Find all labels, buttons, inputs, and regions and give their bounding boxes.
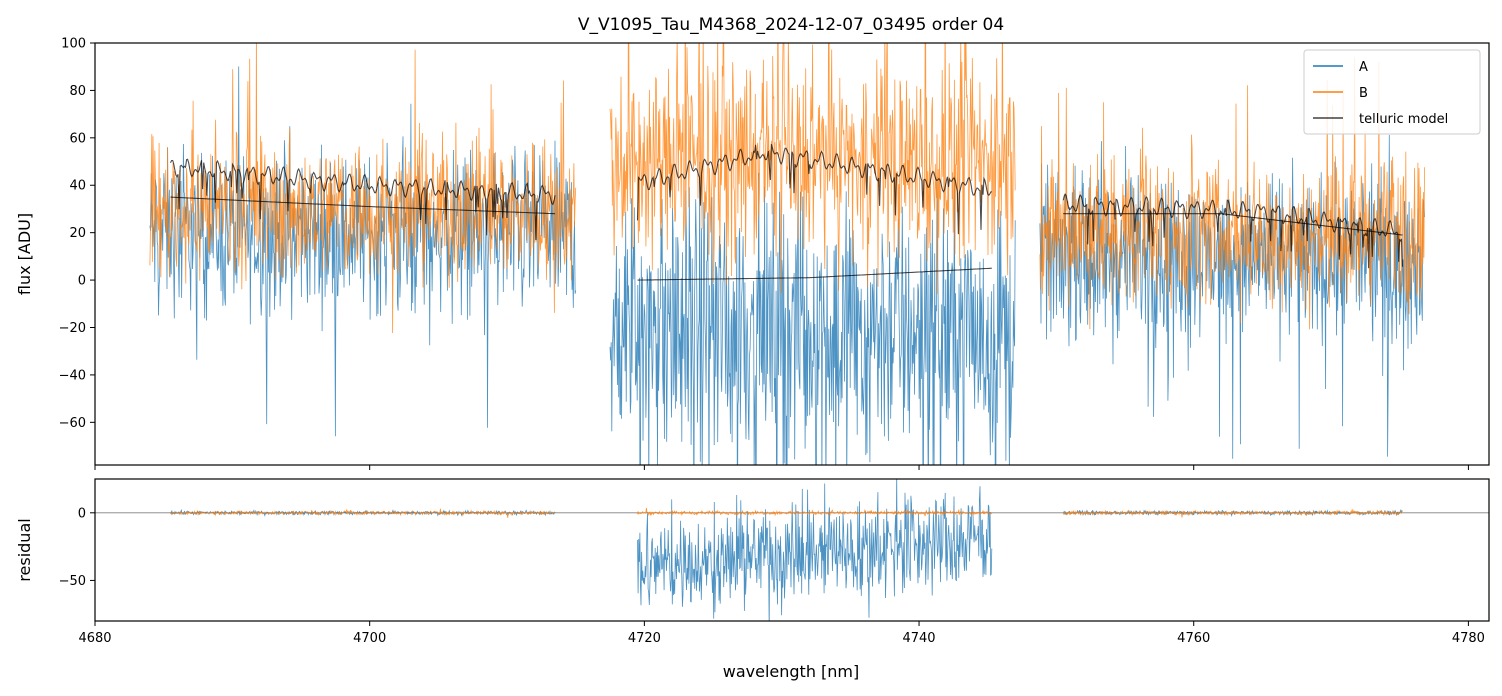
x-axis-label: wavelength [nm] bbox=[723, 662, 860, 681]
residual-x-tick-label: 4720 bbox=[628, 631, 661, 646]
flux-y-tick-label: −20 bbox=[59, 321, 86, 336]
telluric-model-a-line bbox=[637, 267, 992, 281]
telluric-model-b-line bbox=[1062, 193, 1404, 269]
residual-x-axis: 4680 4700 4720 4740 4760 4780 bbox=[78, 621, 1485, 646]
residual-x-tick-label: 4740 bbox=[902, 631, 935, 646]
series-a-line bbox=[609, 161, 1016, 465]
flux-y-tick-label: 60 bbox=[69, 131, 86, 146]
residual-y-tick-label: −50 bbox=[59, 574, 86, 589]
flux-axes-frame bbox=[94, 42, 1490, 466]
series-b-line bbox=[149, 43, 577, 334]
residual-b-line bbox=[637, 507, 993, 517]
residual-b-line bbox=[1062, 509, 1403, 518]
legend-label-b: B bbox=[1359, 86, 1368, 101]
flux-y-tick-label: 40 bbox=[69, 179, 86, 194]
flux-y-tick-label: 100 bbox=[61, 37, 86, 52]
flux-y-tick-label: −60 bbox=[59, 416, 86, 431]
flux-y-tick-label: −40 bbox=[59, 368, 86, 383]
residual-y-tick-label: 0 bbox=[78, 506, 86, 521]
residual-b-line bbox=[170, 508, 556, 518]
legend-box bbox=[1303, 49, 1481, 135]
residual-y-label: residual bbox=[15, 518, 34, 581]
series-a-line bbox=[149, 66, 577, 437]
series-b-line bbox=[609, 43, 1016, 295]
residual-x-tick-label: 4680 bbox=[78, 631, 111, 646]
residual-a-line bbox=[637, 479, 993, 621]
flux-panel: −60 −40 −20 0 20 40 60 80 100 flux [ADU] A B tel… bbox=[15, 37, 1490, 470]
flux-y-tick-label: 0 bbox=[78, 274, 86, 289]
flux-x-ticks bbox=[94, 465, 1469, 470]
flux-y-axis: −60 −40 −20 0 20 40 60 80 100 bbox=[59, 37, 95, 431]
residual-axes-frame bbox=[94, 478, 1490, 622]
flux-y-tick-label: 80 bbox=[69, 84, 86, 99]
residual-plot-area bbox=[95, 479, 1489, 621]
residual-x-tick-label: 4780 bbox=[1452, 631, 1485, 646]
legend-label-a: A bbox=[1359, 60, 1368, 75]
flux-plot-area bbox=[149, 43, 1425, 465]
residual-y-axis: −50 0 bbox=[59, 506, 95, 589]
legend-label-telluric: telluric model bbox=[1359, 112, 1448, 127]
chart-title: V_V1095_Tau_M4368_2024-12-07_03495 order… bbox=[578, 15, 1004, 35]
residual-panel: −50 0 4680 4700 4720 4740 4760 4780 residual w… bbox=[15, 478, 1490, 681]
telluric-model-b-line bbox=[170, 158, 556, 241]
telluric-model-a-line bbox=[170, 196, 556, 215]
flux-y-label: flux [ADU] bbox=[15, 213, 34, 295]
residual-x-tick-label: 4700 bbox=[353, 631, 386, 646]
residual-x-tick-label: 4760 bbox=[1177, 631, 1210, 646]
telluric-model-b-line bbox=[636, 143, 992, 235]
legend: A B telluric model bbox=[1303, 49, 1481, 135]
flux-y-tick-label: 20 bbox=[69, 226, 86, 241]
